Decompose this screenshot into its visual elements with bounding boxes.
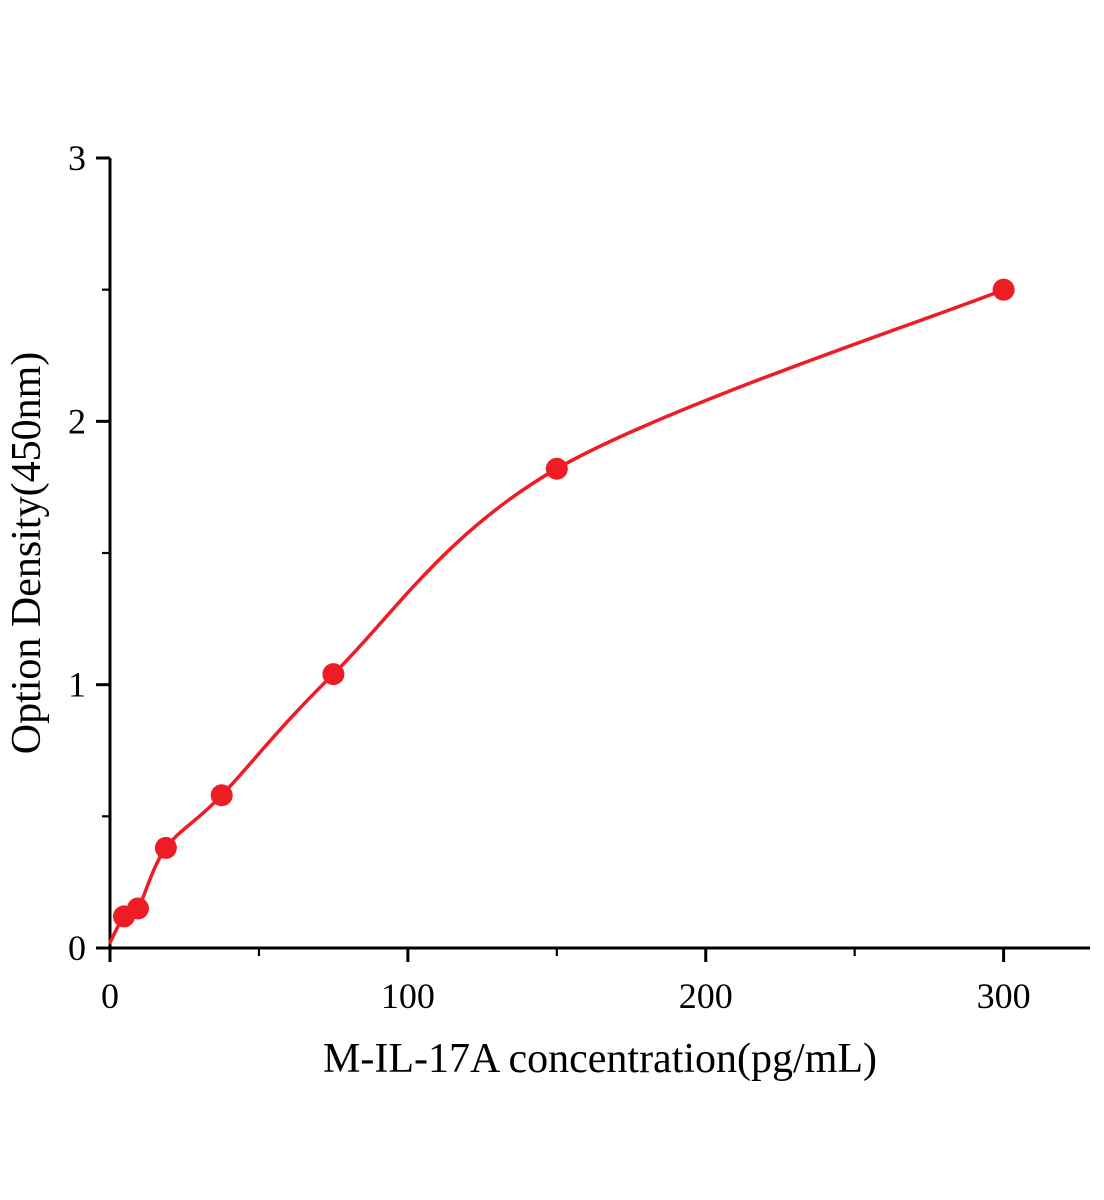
data-points [112, 278, 1015, 928]
svg-text:200: 200 [679, 976, 733, 1016]
axes [108, 158, 1090, 950]
y-axis-title: Option Density(450nm) [4, 352, 50, 754]
svg-text:2: 2 [68, 401, 86, 441]
x-axis-title: M-IL-17A concentration(pg/mL) [323, 1036, 877, 1082]
svg-text:0: 0 [68, 928, 86, 968]
svg-text:100: 100 [381, 976, 435, 1016]
svg-text:3: 3 [68, 138, 86, 178]
svg-text:0: 0 [101, 976, 119, 1016]
tick-labels: 0 1 2 3 0 100 200 300 [68, 138, 1031, 1016]
axis-ticks [96, 156, 1006, 962]
fit-curve-line [108, 287, 1006, 945]
svg-text:300: 300 [977, 976, 1031, 1016]
svg-text:1: 1 [68, 665, 86, 705]
